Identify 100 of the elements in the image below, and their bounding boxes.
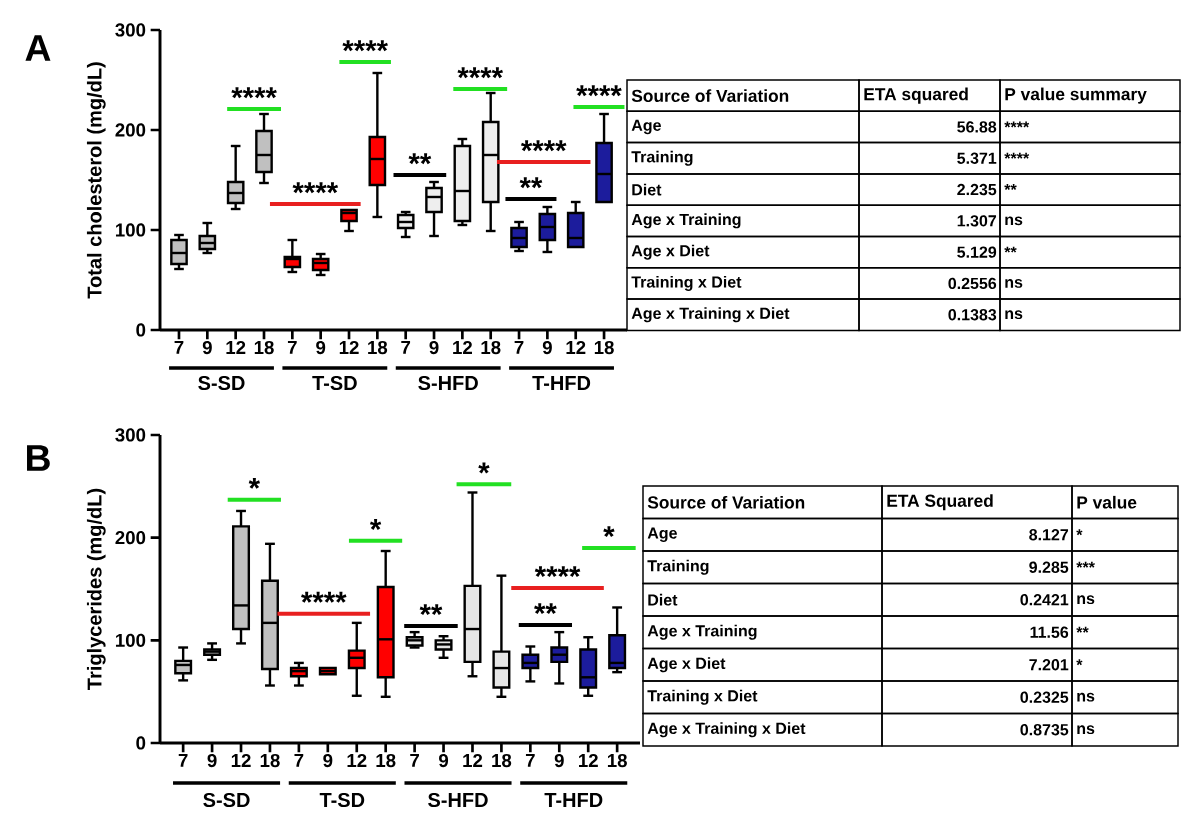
text: 9.285: [1029, 561, 1069, 573]
annotation: *: [478, 462, 490, 474]
source-note: Source of Variation: [647, 495, 805, 509]
x-tick-label: 7: [514, 340, 524, 354]
text: P value summary: [1005, 87, 1147, 104]
text: S-HFD: [418, 375, 478, 391]
text: 2.235: [957, 183, 997, 196]
annotation: **: [519, 177, 543, 189]
text: P value: [1077, 495, 1137, 509]
text: *: [1076, 529, 1083, 536]
x-tick-label: 7: [174, 340, 184, 354]
text: ****: [1004, 152, 1030, 159]
x-tick-label: 12: [226, 340, 246, 354]
text: T-HFD: [532, 376, 591, 390]
x-tick-label: 7: [401, 340, 411, 354]
annotation: **: [408, 153, 432, 165]
text: **: [1004, 246, 1017, 253]
text: 0.2556: [948, 277, 997, 290]
text: 8.127: [1029, 529, 1069, 541]
annotation: ****: [457, 67, 504, 79]
text: ns: [1077, 595, 1095, 605]
text: ETA squared: [864, 87, 968, 104]
text: 0.1383: [948, 309, 997, 321]
text: S-SD: [203, 792, 250, 808]
text: Diet: [632, 183, 662, 196]
annotation: ****: [576, 85, 622, 97]
text: ns: [1005, 216, 1023, 226]
x-tick-label: 18: [376, 753, 396, 768]
annotation: **: [419, 604, 443, 616]
text: T-HFD: [544, 793, 603, 807]
x-tick-label: 12: [463, 753, 483, 767]
x-tick-label: 9: [542, 340, 552, 355]
x-tick-label: 18: [260, 753, 280, 768]
y-tick-label: 100: [115, 223, 146, 237]
text: *: [1076, 659, 1083, 666]
text: Age x Training: [647, 624, 757, 640]
y-tick-label: 300: [115, 23, 146, 37]
text: 5.371: [957, 152, 997, 164]
x-tick-label: 12: [231, 753, 251, 767]
annotation: ****: [520, 140, 567, 152]
x-tick-label: 18: [481, 340, 501, 355]
x-tick-label: 9: [554, 753, 564, 768]
text: Training: [631, 150, 693, 166]
text: 5.129: [957, 246, 997, 258]
text: Age x Diet: [631, 244, 710, 260]
x-tick-label: 7: [178, 753, 188, 767]
x-tick-label: 7: [410, 753, 419, 767]
x-tick-label: 9: [429, 340, 439, 355]
text: ns: [1077, 692, 1095, 702]
x-tick-label: 9: [207, 753, 217, 768]
x-tick-label: 9: [323, 753, 333, 768]
text: Age x Training x Diet: [631, 307, 790, 323]
text: **: [1076, 626, 1089, 633]
text: Age: [647, 527, 677, 542]
text: Diet: [648, 593, 678, 606]
text: ns: [1077, 725, 1095, 735]
x-tick-label: 7: [525, 753, 535, 767]
y-tick-label: 200: [115, 123, 146, 137]
x-tick-label: 7: [294, 753, 304, 767]
x-tick-label: 12: [339, 340, 359, 354]
y-tick-label: 200: [115, 531, 146, 545]
text: Training: [647, 559, 709, 575]
annotation: *: [248, 477, 261, 489]
text: 1.307: [957, 215, 997, 227]
x-tick-label: 12: [566, 340, 586, 354]
text: Training x Diet: [631, 275, 742, 291]
text: 0.8735: [1020, 724, 1069, 736]
y-tick-label: 0: [136, 323, 146, 337]
y-axis-title: Triglycerides (mg/dL): [86, 488, 106, 690]
text: Age x Diet: [647, 657, 726, 673]
x-tick-label: 12: [347, 753, 367, 767]
text: 56.88: [957, 121, 997, 133]
chart-title: B: [27, 445, 50, 471]
x-tick-label: 7: [287, 340, 297, 354]
text: ***: [1076, 561, 1095, 568]
x-tick-label: 12: [453, 340, 472, 354]
text: Age x Training x Diet: [647, 722, 806, 738]
x-tick-label: 9: [316, 340, 326, 355]
x-tick-label: 12: [579, 753, 598, 767]
chart-title: A: [25, 35, 51, 61]
text: Age: [631, 119, 661, 135]
text: Age x Training: [631, 213, 741, 229]
text: 0.2325: [1020, 691, 1069, 703]
y-tick-label: 300: [115, 428, 146, 442]
text: 7.201: [1029, 659, 1069, 671]
text: ****: [1004, 121, 1030, 128]
source-note: Source of Variation: [631, 89, 789, 103]
y-tick-label: 100: [115, 633, 146, 647]
text: 11.56: [1030, 626, 1069, 638]
x-tick-label: 18: [254, 340, 274, 355]
annotation: ****: [342, 40, 388, 52]
text: S-SD: [198, 375, 245, 391]
x-tick-label: 9: [439, 753, 449, 768]
text: ns: [1005, 310, 1023, 320]
text: T-SD: [312, 375, 357, 391]
x-tick-label: 9: [202, 340, 212, 355]
x-tick-label: 18: [492, 753, 512, 768]
text: T-SD: [319, 792, 365, 808]
annotation: *: [603, 526, 615, 538]
x-tick-label: 18: [594, 340, 614, 355]
